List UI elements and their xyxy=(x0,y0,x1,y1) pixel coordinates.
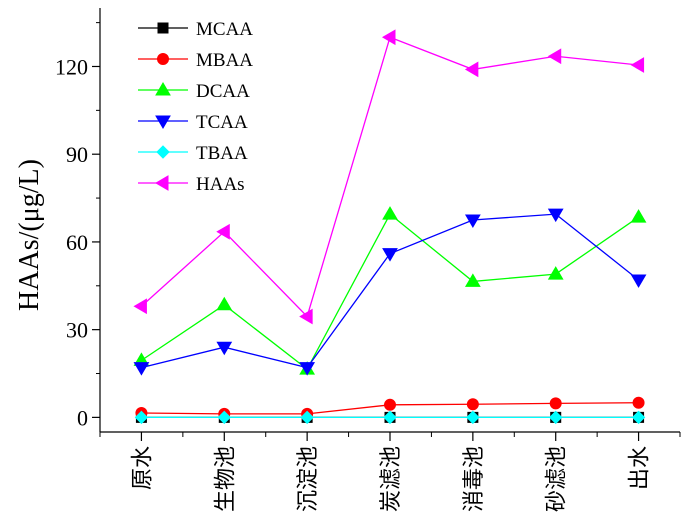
legend-label: MBAA xyxy=(196,50,253,71)
data-point-dcaa xyxy=(632,210,646,222)
data-point-tcaa xyxy=(632,275,646,287)
legend-item-mcaa: MCAA xyxy=(138,19,253,40)
series-dcaa xyxy=(134,207,645,374)
legend-marker-mbaa xyxy=(158,54,169,65)
x-tick-label: 砂滤池 xyxy=(544,446,569,512)
legend-marker-haas xyxy=(156,176,168,190)
legend-marker-tbaa xyxy=(157,146,169,158)
data-point-tcaa xyxy=(383,249,397,261)
y-tick-label: 30 xyxy=(66,318,88,343)
data-point-dcaa xyxy=(383,207,397,219)
x-tick-label: 原水 xyxy=(129,446,154,490)
legend-marker-tcaa xyxy=(156,116,170,128)
x-tick-label: 消毒池 xyxy=(461,446,486,512)
data-point-haas xyxy=(134,299,146,313)
legend-item-mbaa: MBAA xyxy=(138,50,253,71)
x-tick-label: 炭滤池 xyxy=(378,446,403,512)
x-tick-label: 生物池 xyxy=(212,446,237,512)
data-point-mbaa xyxy=(633,397,644,408)
legend-label: MCAA xyxy=(196,19,253,40)
legend-item-tcaa: TCAA xyxy=(138,112,248,133)
y-axis-title-group: HAAs/(μg/L) xyxy=(14,159,45,311)
series-line-tcaa xyxy=(141,214,638,368)
legend: MCAA MBAA DCAA TCAA TBAA HAAs xyxy=(138,19,253,195)
data-point-mbaa xyxy=(550,398,561,409)
legend-label: DCAA xyxy=(196,81,250,102)
y-tick-label: 0 xyxy=(77,405,88,430)
legend-item-haas: HAAs xyxy=(138,174,245,195)
legend-label: TCAA xyxy=(196,112,248,133)
data-point-haas xyxy=(466,62,478,76)
x-tick-label: 沉淀池 xyxy=(295,446,320,512)
series-line-dcaa xyxy=(141,214,638,369)
y-tick-label: 90 xyxy=(66,142,88,167)
data-point-mbaa xyxy=(385,399,396,410)
series-tcaa xyxy=(134,209,645,375)
y-axis-title: HAAs/(μg/L) xyxy=(14,159,45,311)
grid-axes: 0 30 60 90 120 原水 生物池 沉淀池 炭滤池 消毒池 砂滤池 出水 xyxy=(55,8,680,512)
legend-label: TBAA xyxy=(196,143,248,164)
data-point-haas xyxy=(549,49,561,63)
legend-item-dcaa: DCAA xyxy=(138,81,250,102)
x-tick-label: 出水 xyxy=(627,446,652,490)
legend-marker-mcaa xyxy=(158,23,168,33)
data-point-tcaa xyxy=(134,363,148,375)
legend-marker-dcaa xyxy=(156,83,170,95)
chart: HAAs/(μg/L) 0 30 60 90 120 原水 生物池 沉淀池 炭滤池 消毒池 砂滤池 出… xyxy=(0,0,691,528)
data-point-dcaa xyxy=(549,267,563,279)
legend-item-tbaa: TBAA xyxy=(138,143,248,164)
data-point-mbaa xyxy=(467,399,478,410)
data-point-haas xyxy=(632,58,644,72)
legend-label: HAAs xyxy=(196,174,245,195)
data-point-tcaa xyxy=(549,209,563,221)
y-tick-label: 120 xyxy=(55,54,88,79)
data-point-tcaa xyxy=(466,215,480,227)
y-tick-label: 60 xyxy=(66,230,88,255)
data-point-dcaa xyxy=(217,298,231,310)
